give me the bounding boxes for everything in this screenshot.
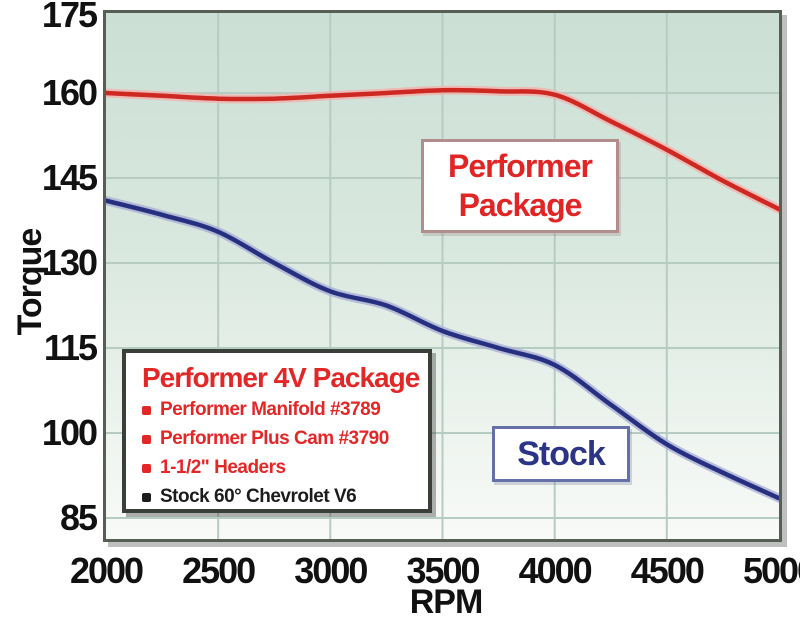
x-tick-2000: 2000 (69, 550, 144, 591)
specs-item-1: Performer Plus Cam #3790 (140, 428, 416, 450)
specs-item-0: Performer Manifold #3789 (140, 399, 416, 421)
x-tick-4000: 4000 (518, 550, 593, 591)
bullet-icon (142, 405, 151, 415)
y-tick-145: 145 (41, 157, 98, 198)
performer-package-label-line2: Package (458, 187, 583, 223)
x-tick-3000: 3000 (294, 550, 368, 591)
specs-item-text: Performer Manifold #3789 (160, 399, 381, 421)
specs-box: Performer 4V Package Performer Manifold … (122, 349, 432, 513)
stock-label: Stock (492, 426, 630, 482)
plot-canvas (106, 13, 779, 539)
y-tick-100: 100 (41, 412, 98, 453)
x-tick-2500: 2500 (182, 550, 256, 591)
bullet-icon (142, 492, 151, 502)
performer-package-label-line1: Performer (448, 147, 593, 184)
specs-item-text: Performer Plus Cam #3790 (160, 428, 389, 450)
y-tick-130: 130 (41, 242, 98, 283)
y-tick-85: 85 (59, 497, 98, 538)
x-axis-title: RPM (409, 583, 484, 620)
specs-list: Performer Manifold #3789 Performer Plus C… (140, 399, 416, 508)
y-tick-115: 115 (43, 327, 98, 368)
bullet-icon (142, 434, 151, 444)
performer-package-curve (106, 87, 779, 212)
y-tick-160: 160 (41, 72, 98, 113)
x-tick-4500: 4500 (630, 550, 705, 591)
plot-area: Performer Package Stock Performer 4V Pac… (103, 10, 782, 542)
x-tick-5000: 5000 (742, 550, 800, 591)
specs-box-title: Performer 4V Package (142, 362, 420, 393)
bullet-icon (142, 463, 151, 473)
specs-item-text: Stock 60° Chevrolet V6 (160, 486, 357, 508)
y-tick-175: 175 (41, 0, 98, 35)
stock-curve (106, 198, 779, 501)
specs-item-3: Stock 60° Chevrolet V6 (140, 486, 416, 508)
x-tick-3500: 3500 (406, 550, 480, 591)
performer-package-label: Performer Package (421, 139, 619, 233)
specs-item-2: 1-1/2" Headers (140, 457, 416, 479)
specs-item-text: 1-1/2" Headers (160, 457, 286, 479)
